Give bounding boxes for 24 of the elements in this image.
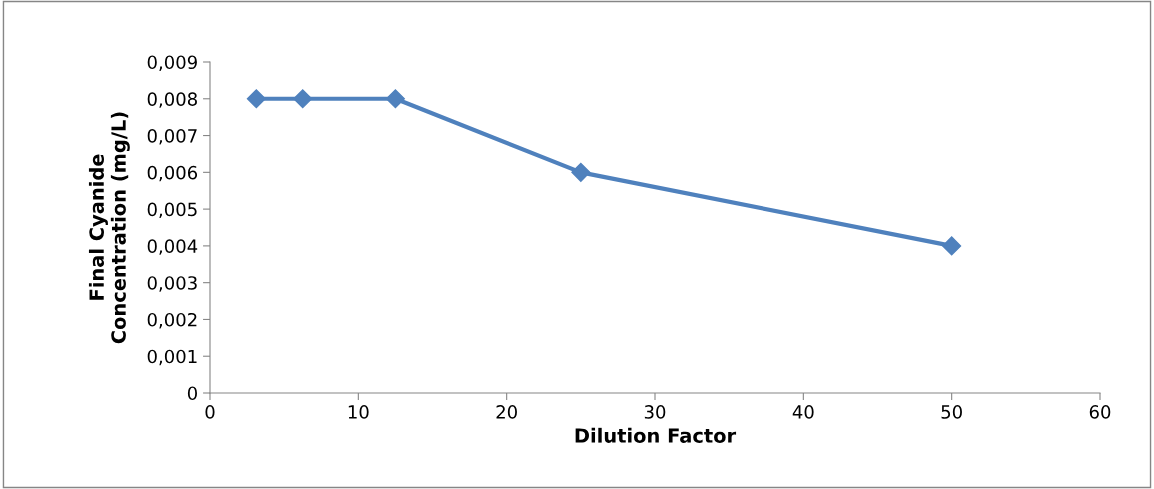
y-tick-label: 0,004 <box>147 239 198 255</box>
y-axis-title: Final Cyanide Concentration (mg/L) <box>88 112 130 344</box>
x-axis-title: Dilution Factor <box>575 427 737 443</box>
point <box>385 89 405 109</box>
point <box>942 236 962 256</box>
y-tick-label: 0 <box>187 386 197 401</box>
y-tick-label: 0,006 <box>147 165 198 182</box>
y-tick-label: 0,002 <box>147 312 197 329</box>
x-tick-label: 60 <box>1089 405 1111 419</box>
x-tick-label: 50 <box>941 405 962 419</box>
y-tick-label: 0,007 <box>147 129 197 145</box>
point <box>246 89 266 109</box>
y-tick-label: 0,001 <box>147 349 197 366</box>
y-tick-label: 0,008 <box>147 92 197 108</box>
x-tick-label: 10 <box>348 405 369 419</box>
y-tick-label: 0,005 <box>147 202 197 219</box>
point <box>571 162 591 182</box>
y-tick-label: 0,003 <box>147 276 197 292</box>
y-tick-label: 0,009 <box>147 55 197 71</box>
x-tick-label: 0 <box>205 405 215 419</box>
point <box>293 89 313 109</box>
x-tick-label: 40 <box>792 405 814 419</box>
x-tick-label: 20 <box>496 405 517 419</box>
x-tick-label: 30 <box>644 405 666 419</box>
